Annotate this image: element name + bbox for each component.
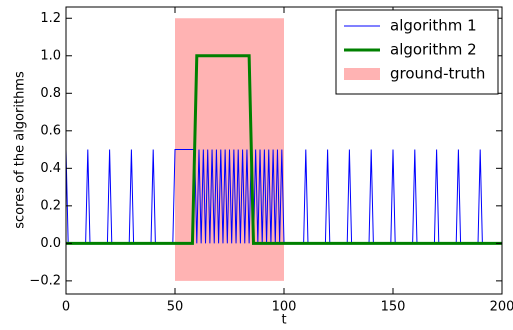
x-tick-label: 150: [381, 300, 406, 315]
legend-label: ground-truth: [390, 65, 485, 83]
x-axis-label: t: [281, 313, 286, 328]
y-tick-label: 0.6: [40, 123, 61, 138]
y-tick-label: 1.0: [40, 48, 61, 63]
x-tick-label: 50: [167, 300, 184, 315]
legend-swatch: [344, 68, 380, 80]
x-tick-label: 100: [272, 300, 297, 315]
y-tick-label: 0.0: [40, 236, 61, 251]
y-tick-label: −0.2: [29, 273, 61, 288]
y-tick-label: 0.8: [40, 86, 61, 101]
y-axis-label: scores of the algorithms: [13, 71, 28, 229]
x-tick-label: 200: [490, 300, 513, 315]
x-tick-label: 0: [62, 300, 70, 315]
y-tick-label: 1.2: [40, 11, 61, 26]
y-tick-label: 0.2: [40, 198, 61, 213]
legend-label: algorithm 1: [390, 17, 477, 35]
series-line: [66, 54, 502, 245]
y-tick-label: 0.4: [40, 161, 61, 176]
legend-label: algorithm 2: [390, 41, 477, 59]
